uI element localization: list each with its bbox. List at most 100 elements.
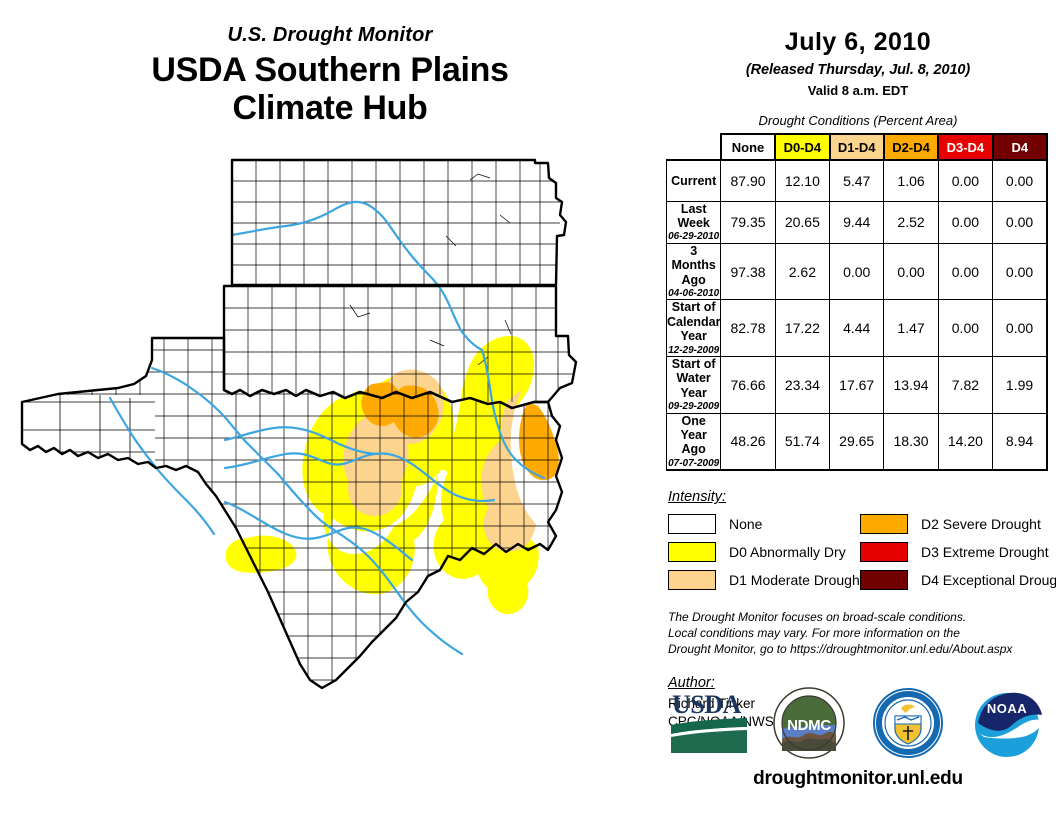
row-label-start-water-year: Start of Water Year 09-29-2009 <box>665 356 722 414</box>
drought-region-east-texas <box>433 372 559 614</box>
disclaimer-line-1: The Drought Monitor focuses on broad-sca… <box>668 610 967 625</box>
disclaimer-text: The Drought Monitor focuses on broad-sca… <box>660 610 1056 658</box>
cell-3months-d4: 0.00 <box>992 242 1049 301</box>
cell-oneyear-d2d4: 18.30 <box>883 412 939 472</box>
map-panel: U.S. Drought Monitor USDA Southern Plain… <box>0 24 660 720</box>
col-header-d1d4: D1-D4 <box>828 133 885 161</box>
cell-wateryear-d2d4: 13.94 <box>883 356 939 414</box>
cell-oneyear-d0d4: 51.74 <box>774 412 831 472</box>
row-label-date: 07-07-2009 <box>668 457 720 469</box>
map-subtitle: U.S. Drought Monitor <box>227 24 433 46</box>
table-corner-blank <box>667 134 721 160</box>
ndmc-logo[interactable]: NDMC <box>768 685 850 763</box>
date-block: July 6, 2010 (Released Thursday, Jul. 8,… <box>660 0 1056 98</box>
cell-3months-d2d4: 0.00 <box>883 242 939 301</box>
col-header-d3d4: D3-D4 <box>937 133 994 161</box>
row-label-date: 09-29-2009 <box>668 401 720 413</box>
cell-current-none: 87.90 <box>720 159 776 202</box>
valid-time: Valid 8 a.m. EDT <box>807 83 909 98</box>
logo-row: USDA NDMC <box>660 685 1056 763</box>
rivers <box>108 200 546 656</box>
disclaimer-line-2: Local conditions may vary. For more info… <box>668 626 960 641</box>
table-caption: Drought Conditions (Percent Area) <box>758 113 958 128</box>
cell-oneyear-none: 48.26 <box>720 412 776 472</box>
row-label-date: 04-06-2010 <box>668 287 720 299</box>
intensity-legend-title: Intensity: <box>668 489 727 506</box>
usda-logo[interactable]: USDA <box>669 685 751 763</box>
state-kansas <box>232 160 566 285</box>
legend-swatch-d3-icon <box>860 542 908 563</box>
table-row: One Year Ago 07-07-2009 48.26 51.74 29.6… <box>665 412 1049 472</box>
legend-item-d1[interactable]: D1 Moderate Drought <box>668 570 864 591</box>
cell-wateryear-none: 76.66 <box>720 356 776 414</box>
drought-d2-red-river <box>392 385 439 438</box>
col-header-none: None <box>719 133 777 161</box>
legend-swatch-d4-icon <box>860 570 908 591</box>
row-label-date: 12-29-2009 <box>668 344 720 356</box>
drought-map[interactable] <box>0 140 660 720</box>
legend-label-d1: D1 Moderate Drought <box>729 572 864 589</box>
drought-map-svg[interactable] <box>0 140 660 720</box>
row-label-text: Last Week <box>677 201 710 230</box>
legend-item-none[interactable]: None <box>668 514 860 535</box>
row-label-start-calendar-year: Start of Calendar Year 12-29-2009 <box>665 299 722 357</box>
cell-wateryear-d1d4: 17.67 <box>829 356 885 414</box>
table-row: Last Week 06-29-2010 79.35 20.65 9.44 2.… <box>665 200 1049 244</box>
legend-swatch-d0-icon <box>668 542 716 563</box>
state-boundaries <box>20 158 578 690</box>
cell-current-d4: 0.00 <box>992 159 1049 202</box>
drought-d1-east-texas <box>481 390 536 552</box>
legend-item-d2[interactable]: D2 Severe Drought <box>860 514 1052 535</box>
col-header-d4: D4 <box>991 133 1049 161</box>
title-block: U.S. Drought Monitor USDA Southern Plain… <box>0 24 660 127</box>
author-name: Richard Tinker <box>668 696 756 712</box>
county-lines-oklahoma <box>224 286 576 402</box>
cell-current-d2d4: 1.06 <box>883 159 939 202</box>
intensity-legend: Intensity: None D2 Severe Drought D0 Abn… <box>660 489 1056 591</box>
cell-calyear-d1d4: 4.44 <box>829 299 885 357</box>
cell-lastweek-d2d4: 2.52 <box>883 200 939 244</box>
map-title-line2: Climate Hub <box>232 89 428 128</box>
col-header-d0d4: D0-D4 <box>774 133 831 161</box>
table-row: Start of Water Year 09-29-2009 76.66 23.… <box>665 356 1049 414</box>
site-url[interactable]: droughtmonitor.unl.edu <box>753 768 963 789</box>
legend-label-none: None <box>729 516 763 533</box>
nws-seal-logo[interactable] <box>867 685 949 763</box>
row-label-date: 06-29-2010 <box>668 231 720 243</box>
drought-d0-southeast-texas <box>487 570 529 614</box>
cell-current-d0d4: 12.10 <box>774 159 831 202</box>
row-label-text: Start of Calendar Year <box>667 300 721 344</box>
legend-label-d3: D3 Extreme Drought <box>921 544 1049 561</box>
row-label-text: One Year Ago <box>680 413 707 457</box>
cell-oneyear-d4: 8.94 <box>992 412 1049 472</box>
table-row: 3 Months Ago 04-06-2010 97.38 2.62 0.00 … <box>665 242 1049 301</box>
map-title-line1: USDA Southern Plains <box>151 51 509 89</box>
nws-seal-icon <box>872 688 943 758</box>
table-row: Start of Calendar Year 12-29-2009 82.78 … <box>665 299 1049 357</box>
cell-current-d3d4: 0.00 <box>937 159 994 202</box>
intensity-legend-grid: None D2 Severe Drought D0 Abnormally Dry… <box>668 514 1056 591</box>
info-panel: July 6, 2010 (Released Thursday, Jul. 8,… <box>660 0 1056 816</box>
cell-calyear-d3d4: 0.00 <box>937 299 994 357</box>
ndmc-logo-icon: NDMC <box>772 687 845 759</box>
usda-logo-icon: USDA <box>670 690 747 753</box>
noaa-logo[interactable]: NOAA <box>966 685 1048 763</box>
cell-lastweek-d0d4: 20.65 <box>774 200 831 244</box>
row-label-one-year-ago: One Year Ago 07-07-2009 <box>665 412 722 472</box>
col-header-d2d4: D2-D4 <box>882 133 940 161</box>
legend-item-d0[interactable]: D0 Abnormally Dry <box>668 542 860 563</box>
legend-label-d4: D4 Exceptional Drought <box>921 572 1056 589</box>
row-label-last-week: Last Week 06-29-2010 <box>665 200 722 244</box>
cell-current-d1d4: 5.47 <box>829 159 885 202</box>
legend-swatch-d1-icon <box>668 570 716 591</box>
cell-lastweek-d4: 0.00 <box>992 200 1049 244</box>
cell-calyear-d2d4: 1.47 <box>883 299 939 357</box>
cell-3months-none: 97.38 <box>720 242 776 301</box>
cell-wateryear-d0d4: 23.34 <box>774 356 831 414</box>
report-date: July 6, 2010 <box>784 28 932 56</box>
row-label-3-months-ago: 3 Months Ago 04-06-2010 <box>665 242 722 301</box>
svg-text:USDA: USDA <box>672 690 742 719</box>
legend-item-d3[interactable]: D3 Extreme Drought <box>860 542 1052 563</box>
drought-d1-central-patch <box>348 462 402 516</box>
legend-item-d4[interactable]: D4 Exceptional Drought <box>860 570 1056 591</box>
